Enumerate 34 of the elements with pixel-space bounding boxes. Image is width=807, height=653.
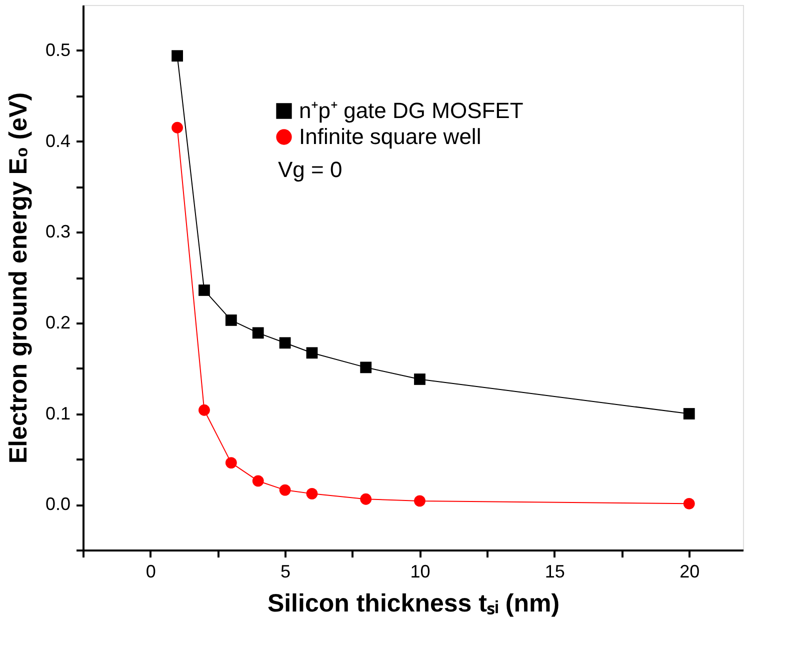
- x-tick-label: 5: [280, 562, 291, 582]
- y-tick-label: 0.5: [45, 40, 70, 60]
- point: [683, 498, 695, 510]
- x-tick-label: 10: [410, 562, 430, 582]
- y-axis-title: Electron ground energy E₀ (eV): [4, 92, 32, 464]
- y-tick-label: 0.2: [45, 312, 70, 332]
- point: [306, 488, 318, 500]
- x-axis-title: Silicon thickness tₛᵢ (nm): [267, 590, 560, 618]
- point: [252, 475, 264, 487]
- x-tick-label: 15: [544, 562, 565, 582]
- y-tick-label: 0.0: [45, 494, 70, 514]
- legend-label: n⁺p⁺ gate DG MOSFET: [299, 98, 524, 123]
- point: [279, 484, 291, 496]
- point: [360, 362, 372, 374]
- point: [414, 495, 426, 507]
- point: [172, 122, 183, 134]
- point: [225, 457, 237, 468]
- annotation: Vg = 0: [278, 157, 342, 182]
- point: [198, 404, 210, 416]
- point: [252, 327, 264, 339]
- point: [683, 408, 695, 420]
- point: [279, 337, 291, 349]
- x-tick-label: 20: [680, 562, 700, 582]
- point: [172, 50, 183, 62]
- point: [414, 374, 426, 385]
- point: [306, 347, 318, 359]
- point: [225, 314, 237, 326]
- y-tick-label: 0.4: [45, 130, 70, 151]
- y-tick-label: 0.1: [45, 403, 70, 424]
- y-tick-label: 0.3: [45, 222, 70, 242]
- x-tick-label: 0: [146, 562, 156, 582]
- legend-label: Infinite square well: [299, 124, 482, 149]
- point: [360, 493, 372, 505]
- point: [198, 284, 210, 296]
